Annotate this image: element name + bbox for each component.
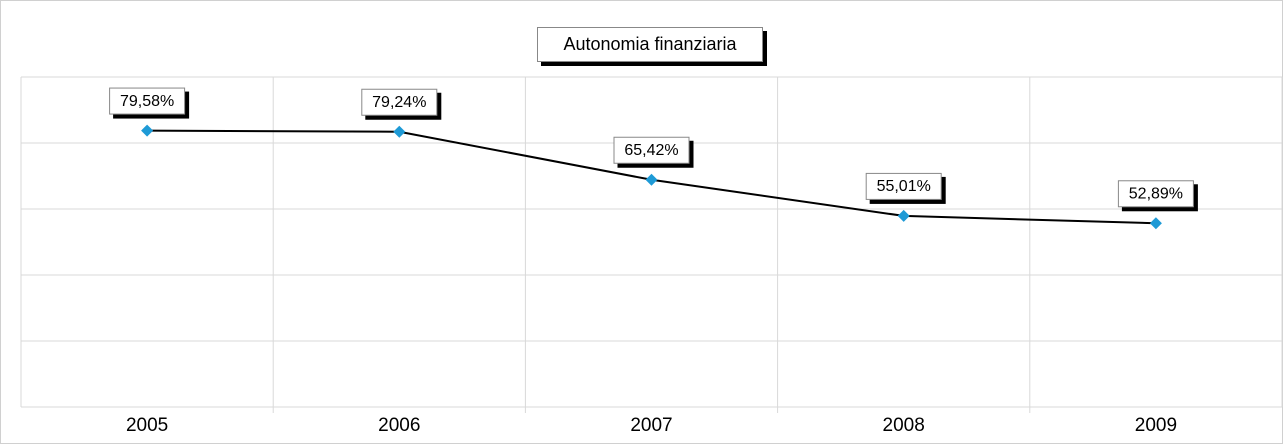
chart-title: Autonomia finanziaria [563,34,737,54]
marker [393,125,406,138]
x-tick-label: 2008 [883,415,925,436]
data-label: 79,58% [120,93,174,110]
label-box [109,87,186,115]
label-box [865,172,942,200]
marker [645,173,658,186]
x-tick-label: 2009 [1135,415,1177,436]
label-box [361,88,438,116]
x-tick-label: 2005 [126,415,168,436]
data-label: 65,42% [624,142,678,159]
label-box [1117,180,1194,208]
marker [897,209,910,222]
data-label: 55,01% [877,178,931,195]
x-tick-label: 2007 [630,415,672,436]
data-label: 79,24% [372,94,426,111]
marker [141,124,154,137]
x-tick-label: 2006 [378,415,420,436]
title-box [537,27,763,62]
label-box [613,136,690,164]
data-label: 52,89% [1129,185,1183,202]
marker [1149,217,1162,230]
